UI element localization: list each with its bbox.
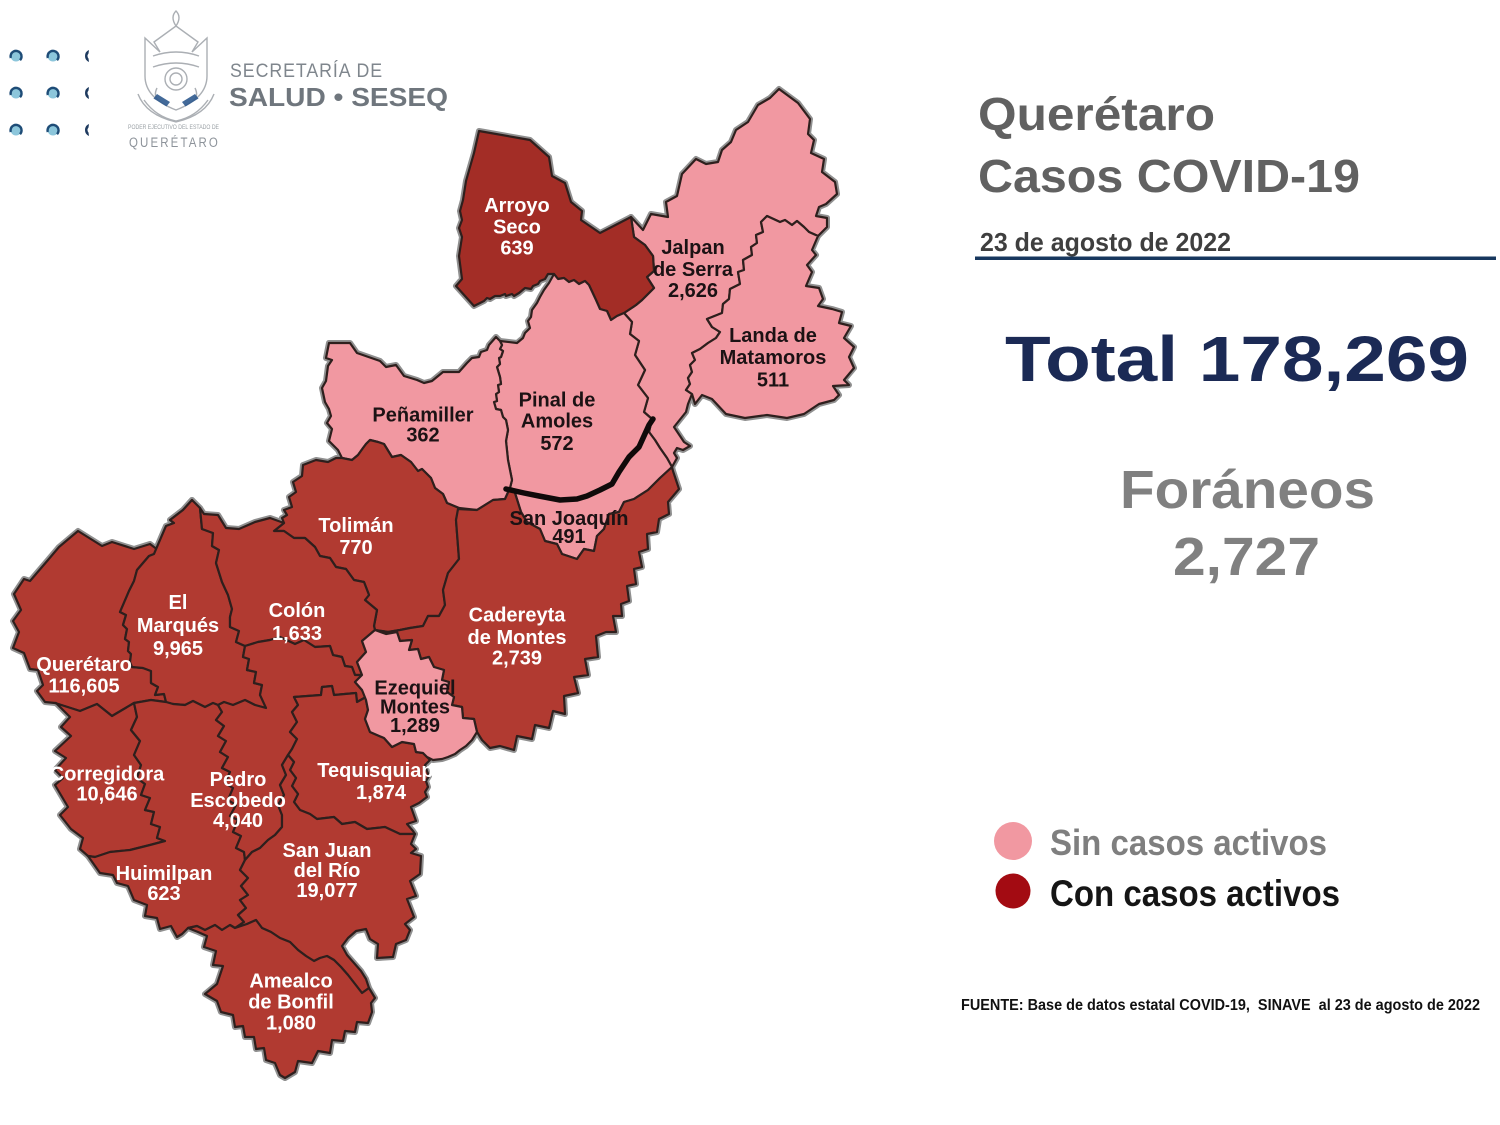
svg-text:362: 362 (406, 425, 439, 447)
svg-text:Querétaro: Querétaro (36, 654, 132, 676)
svg-text:572: 572 (540, 433, 573, 455)
svg-text:623: 623 (147, 883, 180, 905)
svg-text:SECRETARÍA DE: SECRETARÍA DE (230, 61, 383, 82)
svg-text:1,874: 1,874 (356, 782, 407, 804)
svg-text:Huimilpan: Huimilpan (116, 863, 213, 885)
svg-text:1,080: 1,080 (266, 1013, 316, 1035)
svg-text:Tolimán: Tolimán (318, 515, 393, 537)
svg-text:Pedro: Pedro (210, 769, 267, 791)
svg-text:770: 770 (339, 537, 372, 559)
svg-text:Corregidora: Corregidora (50, 764, 165, 786)
svg-text:Marqués: Marqués (137, 615, 219, 637)
svg-text:Arroyo: Arroyo (484, 195, 550, 217)
svg-text:del Río: del Río (294, 860, 361, 882)
svg-text:23 de agosto de 2022: 23 de agosto de 2022 (980, 227, 1231, 257)
svg-text:Amealco: Amealco (249, 971, 332, 993)
svg-text:4,040: 4,040 (213, 810, 263, 832)
svg-text:511: 511 (757, 370, 789, 392)
svg-text:639: 639 (500, 238, 533, 260)
svg-text:10,646: 10,646 (76, 784, 137, 806)
svg-text:2,626: 2,626 (668, 280, 718, 302)
svg-text:SALUD • SESEQ: SALUD • SESEQ (229, 82, 448, 112)
svg-text:Montes: Montes (380, 697, 450, 719)
svg-text:2,727: 2,727 (1173, 527, 1320, 587)
svg-text:San Juan: San Juan (283, 840, 372, 862)
svg-text:Seco: Seco (493, 217, 541, 239)
svg-text:491: 491 (552, 526, 585, 548)
svg-text:El: El (169, 592, 188, 614)
svg-text:Matamoros: Matamoros (720, 347, 827, 369)
svg-text:Escobedo: Escobedo (190, 790, 286, 812)
svg-text:116,605: 116,605 (48, 676, 119, 698)
svg-text:Ezequiel: Ezequiel (374, 678, 455, 700)
svg-text:2,739: 2,739 (492, 648, 542, 670)
svg-text:de Bonfil: de Bonfil (248, 992, 334, 1014)
svg-text:Cadereyta: Cadereyta (469, 605, 567, 627)
svg-text:9,965: 9,965 (153, 638, 203, 660)
svg-text:Amoles: Amoles (521, 411, 593, 433)
svg-text:Tequisquiapa: Tequisquiapa (317, 760, 445, 782)
svg-text:Sin casos activos: Sin casos activos (1050, 822, 1327, 863)
svg-text:Con casos activos: Con casos activos (1050, 873, 1340, 914)
svg-text:Jalpan: Jalpan (661, 237, 724, 259)
svg-text:San Joaquín: San Joaquín (510, 508, 629, 530)
svg-text:Total 178,269: Total 178,269 (1005, 323, 1469, 395)
svg-text:Foráneos: Foráneos (1120, 460, 1375, 520)
svg-text:Querétaro: Querétaro (978, 88, 1215, 140)
svg-text:19,077: 19,077 (296, 880, 357, 902)
svg-text:1,633: 1,633 (272, 623, 322, 645)
svg-text:QUERÉTARO: QUERÉTARO (129, 135, 220, 150)
svg-text:de Montes: de Montes (468, 627, 567, 649)
svg-text:Pinal de: Pinal de (519, 390, 596, 412)
svg-text:Casos COVID-19: Casos COVID-19 (978, 150, 1360, 202)
svg-text:de Serra: de Serra (653, 259, 734, 281)
svg-text:Peñamiller: Peñamiller (372, 405, 473, 427)
svg-text:1,289: 1,289 (390, 715, 440, 737)
svg-text:Landa de: Landa de (729, 325, 817, 347)
svg-text:PODER EJECUTIVO DEL ESTADO DE: PODER EJECUTIVO DEL ESTADO DE (128, 124, 220, 131)
svg-text:Colón: Colón (269, 600, 326, 622)
svg-text:FUENTE: Base de datos estatal: FUENTE: Base de datos estatal COVID-19, … (961, 997, 1480, 1014)
